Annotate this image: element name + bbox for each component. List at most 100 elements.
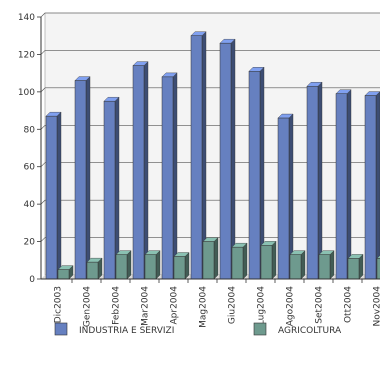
bar-front <box>347 258 360 280</box>
x-tick-label-Gen2004: Gen2004 <box>83 286 93 327</box>
gridline-depth <box>40 50 46 55</box>
axes <box>37 16 380 283</box>
bar-side <box>85 76 91 280</box>
y-tick-label: 60 <box>24 163 36 173</box>
bar-front <box>260 245 273 280</box>
bar-industria-Dic2003 <box>45 111 62 280</box>
bar-agricoltura-Ago2004 <box>289 250 306 280</box>
bar-side <box>213 237 219 280</box>
y-tick-label: 80 <box>24 125 36 135</box>
bar-industria-Giu2004 <box>219 38 236 280</box>
bar-front <box>306 85 319 280</box>
bar-side <box>317 81 323 280</box>
y-tick-labels: 0 20 40 60 80 100 120 140 <box>18 13 35 285</box>
bar-front <box>144 254 157 280</box>
bar-agricoltura-Set2004 <box>318 250 335 280</box>
x-tick-label-Dic2003: Dic2003 <box>54 286 64 323</box>
bar-side <box>56 111 62 280</box>
x-tick-label-Mag2004: Mag2004 <box>199 286 209 328</box>
gridline-depth <box>40 87 46 93</box>
x-tick-label-Nov2004: Nov2004 <box>373 286 380 327</box>
bar-side <box>126 250 132 280</box>
plot-back-wall <box>44 12 380 276</box>
bar-industria-Ott2004 <box>335 89 352 280</box>
bar-side <box>155 250 161 280</box>
gridline-depth <box>40 162 46 167</box>
bars <box>45 31 380 280</box>
bar-front <box>132 65 145 280</box>
bar-front <box>231 246 244 280</box>
bar-side <box>172 72 178 280</box>
gridlines <box>40 12 380 242</box>
x-tick-label-Feb2004: Feb2004 <box>112 286 122 325</box>
y-tick-label: 20 <box>24 238 36 248</box>
x-tick-label-Ago2004: Ago2004 <box>286 286 296 327</box>
gridline-depth <box>40 199 46 205</box>
bar-agricoltura-Mag2004 <box>202 237 219 280</box>
bar-side <box>375 91 380 280</box>
bar-front <box>86 261 99 280</box>
legend: INDUSTRIA E SERVIZI AGRICOLTURA <box>54 322 342 336</box>
x-tick-label-Mar2004: Mar2004 <box>141 286 151 326</box>
bar-front <box>376 258 380 280</box>
bar-agricoltura-Mar2004 <box>144 250 161 280</box>
gridline-depth <box>40 12 46 18</box>
bar-industria-Gen2004 <box>74 76 91 280</box>
bar-side <box>358 253 364 280</box>
bar-front <box>248 71 261 280</box>
y-tick-label: 140 <box>18 13 35 23</box>
y-tick-label: 120 <box>18 50 35 60</box>
y-tick-label: 100 <box>18 88 35 98</box>
legend-swatch-agricoltura <box>253 322 267 336</box>
bar-side <box>346 89 352 280</box>
bar-front <box>57 269 70 280</box>
bar-agricoltura-Gen2004 <box>86 257 103 280</box>
bar-side <box>143 61 149 280</box>
bar-side <box>114 96 120 280</box>
bar-front <box>364 95 377 280</box>
bar-agricoltura-Apr2004 <box>173 252 190 280</box>
bar-front <box>173 256 186 280</box>
legend-swatch-industria <box>54 322 68 336</box>
bar-agricoltura-Feb2004 <box>115 250 132 280</box>
x-tick-label-Set2004: Set2004 <box>315 286 325 324</box>
bar-front <box>103 100 116 280</box>
gridline-depth <box>40 237 46 242</box>
x-tick-label-Apr2004: Apr2004 <box>170 286 180 325</box>
bar-agricoltura-Lug2004 <box>260 240 277 280</box>
bar-front <box>161 76 174 280</box>
bar-front <box>318 254 331 280</box>
bar-side <box>230 38 236 280</box>
bar-front <box>277 117 290 280</box>
bar-industria-Mar2004 <box>132 61 149 280</box>
bar-agricoltura-Giu2004 <box>231 242 248 280</box>
y-tick-label: 0 <box>29 275 35 285</box>
bar-front <box>335 93 348 280</box>
x-tick-labels: Dic2003 Gen2004 Feb2004 Mar2004 Apr2004 Mag20… <box>54 286 380 328</box>
x-tick-label-Ott2004: Ott2004 <box>344 286 354 323</box>
bar-side <box>329 250 335 280</box>
y-tick-label: 40 <box>24 200 36 210</box>
bar-industria-Feb2004 <box>103 96 120 280</box>
bar-side <box>184 252 190 280</box>
legend-label-industria: INDUSTRIA E SERVIZI <box>79 326 174 336</box>
bar-front <box>190 35 203 280</box>
bar-front <box>219 42 232 280</box>
bar-side <box>271 240 277 280</box>
gridline-depth <box>40 125 46 130</box>
bar-industria-Apr2004 <box>161 72 178 280</box>
bar-industria-Nov2004 <box>364 91 380 280</box>
bar-front <box>202 241 215 280</box>
bar-front <box>115 254 128 280</box>
x-tick-label-Giu2004: Giu2004 <box>228 286 238 324</box>
bar-front <box>289 254 302 280</box>
bar-side <box>242 242 248 280</box>
bar-front <box>45 115 58 280</box>
bar-agricoltura-Dic2003 <box>57 265 74 280</box>
bar-side <box>300 250 306 280</box>
bar-front <box>74 80 87 280</box>
bar-agricoltura-Ott2004 <box>347 253 364 280</box>
x-tick-label-Lug2004: Lug2004 <box>257 286 267 325</box>
bar-industria-Set2004 <box>306 81 323 280</box>
